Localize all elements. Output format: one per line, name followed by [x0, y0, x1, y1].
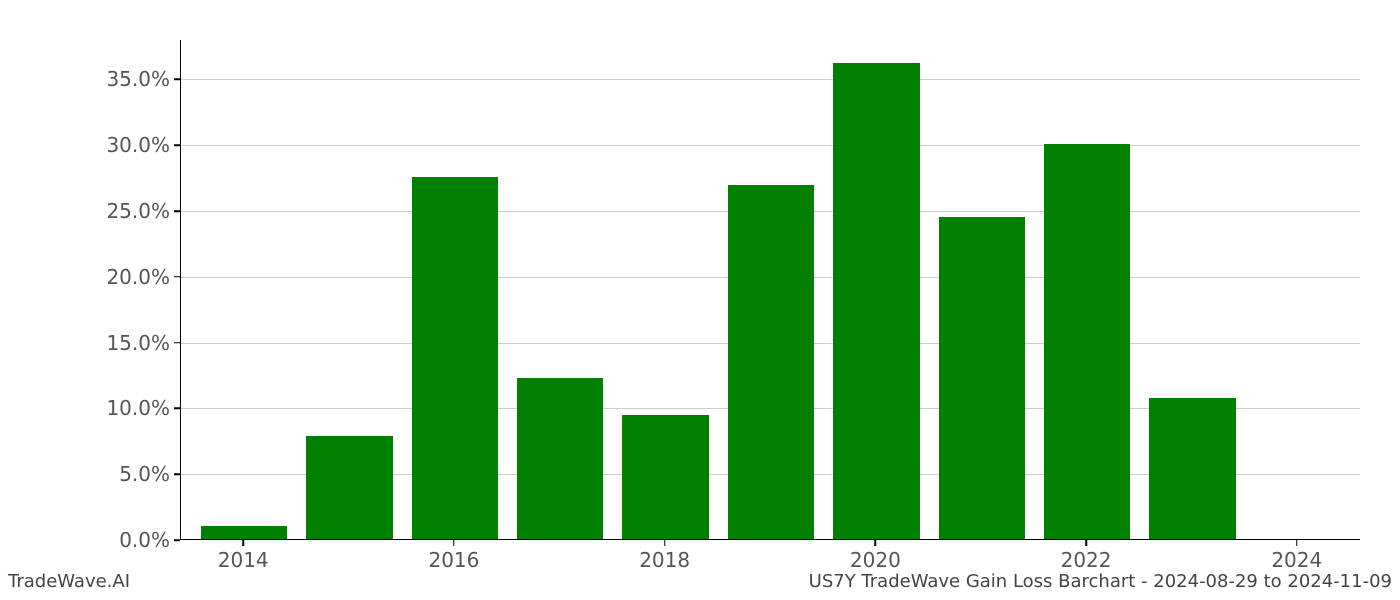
- bar: [1149, 398, 1235, 539]
- ytick-label: 30.0%: [70, 133, 170, 157]
- xtick-mark: [242, 540, 244, 546]
- ytick-mark: [174, 539, 180, 541]
- chart-container: [180, 40, 1360, 540]
- ytick-label: 20.0%: [70, 265, 170, 289]
- xtick-mark: [664, 540, 666, 546]
- ytick-mark: [174, 473, 180, 475]
- xtick-label: 2024: [1271, 548, 1322, 572]
- ytick-label: 35.0%: [70, 67, 170, 91]
- xtick-label: 2014: [218, 548, 269, 572]
- ytick-label: 25.0%: [70, 199, 170, 223]
- gridline: [181, 145, 1360, 146]
- ytick-mark: [174, 276, 180, 278]
- bar: [833, 63, 919, 539]
- bar: [622, 415, 708, 539]
- xtick-label: 2020: [850, 548, 901, 572]
- gridline: [181, 79, 1360, 80]
- bar: [517, 378, 603, 539]
- xtick-label: 2016: [428, 548, 479, 572]
- xtick-label: 2018: [639, 548, 690, 572]
- bar: [1044, 144, 1130, 539]
- ytick-label: 0.0%: [70, 528, 170, 552]
- bar: [939, 217, 1025, 539]
- xtick-mark: [1085, 540, 1087, 546]
- footer-brand: TradeWave.AI: [8, 571, 130, 592]
- xtick-mark: [453, 540, 455, 546]
- bar: [201, 526, 287, 539]
- bar: [306, 436, 392, 539]
- bar: [728, 185, 814, 539]
- xtick-mark: [1296, 540, 1298, 546]
- ytick-label: 5.0%: [70, 462, 170, 486]
- ytick-mark: [174, 408, 180, 410]
- bar: [412, 177, 498, 539]
- xtick-mark: [875, 540, 877, 546]
- footer-title: US7Y TradeWave Gain Loss Barchart - 2024…: [809, 571, 1392, 592]
- xtick-label: 2022: [1061, 548, 1112, 572]
- ytick-label: 15.0%: [70, 331, 170, 355]
- ytick-mark: [174, 210, 180, 212]
- plot-area: [180, 40, 1360, 540]
- ytick-mark: [174, 79, 180, 81]
- ytick-mark: [174, 342, 180, 344]
- ytick-label: 10.0%: [70, 396, 170, 420]
- ytick-mark: [174, 145, 180, 147]
